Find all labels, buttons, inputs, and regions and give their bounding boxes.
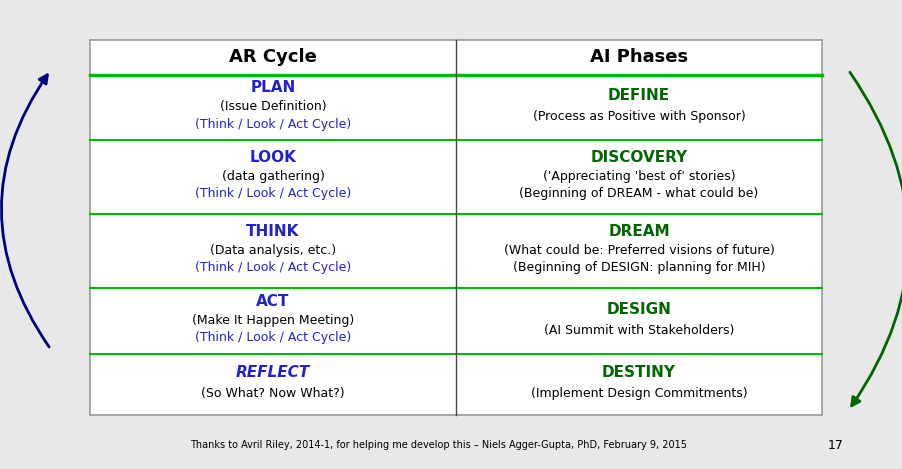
- Text: (Data analysis, etc.): (Data analysis, etc.): [209, 244, 336, 257]
- Text: DESTINY: DESTINY: [602, 365, 676, 380]
- Text: (AI Summit with Stakeholders): (AI Summit with Stakeholders): [543, 324, 733, 337]
- Text: (Implement Design Commitments): (Implement Design Commitments): [530, 387, 747, 401]
- Text: (data gathering): (data gathering): [221, 170, 324, 183]
- Text: ACT: ACT: [256, 294, 290, 309]
- Text: ('Appreciating 'best of' stories): ('Appreciating 'best of' stories): [542, 170, 734, 183]
- Text: (So What? Now What?): (So What? Now What?): [201, 387, 345, 401]
- Text: LOOK: LOOK: [249, 150, 296, 165]
- Text: PLAN: PLAN: [250, 81, 295, 95]
- Text: (Think / Look / Act Cycle): (Think / Look / Act Cycle): [195, 331, 351, 344]
- Text: (Beginning of DESIGN: planning for MIH): (Beginning of DESIGN: planning for MIH): [512, 261, 765, 274]
- Text: (Process as Positive with Sponsor): (Process as Positive with Sponsor): [532, 110, 745, 123]
- FancyBboxPatch shape: [90, 40, 821, 415]
- Text: Thanks to Avril Riley, 2014-1, for helping me develop this – Niels Agger-Gupta, : Thanks to Avril Riley, 2014-1, for helpi…: [190, 440, 686, 450]
- Text: (Beginning of DREAM - what could be): (Beginning of DREAM - what could be): [519, 188, 758, 200]
- Text: (Make It Happen Meeting): (Make It Happen Meeting): [191, 314, 354, 327]
- Text: AI Phases: AI Phases: [589, 48, 687, 66]
- Text: THINK: THINK: [246, 224, 299, 239]
- Text: (Think / Look / Act Cycle): (Think / Look / Act Cycle): [195, 188, 351, 200]
- Text: REFLECT: REFLECT: [235, 365, 309, 380]
- Text: (What could be: Preferred visions of future): (What could be: Preferred visions of fut…: [503, 244, 774, 257]
- Text: 17: 17: [827, 439, 843, 452]
- Text: DREAM: DREAM: [608, 224, 669, 239]
- Text: DEFINE: DEFINE: [607, 88, 669, 103]
- Text: AR Cycle: AR Cycle: [229, 48, 317, 66]
- Text: (Think / Look / Act Cycle): (Think / Look / Act Cycle): [195, 118, 351, 130]
- Text: (Think / Look / Act Cycle): (Think / Look / Act Cycle): [195, 261, 351, 274]
- Text: DESIGN: DESIGN: [606, 302, 671, 317]
- Text: DISCOVERY: DISCOVERY: [590, 150, 687, 165]
- Text: (Issue Definition): (Issue Definition): [219, 100, 326, 113]
